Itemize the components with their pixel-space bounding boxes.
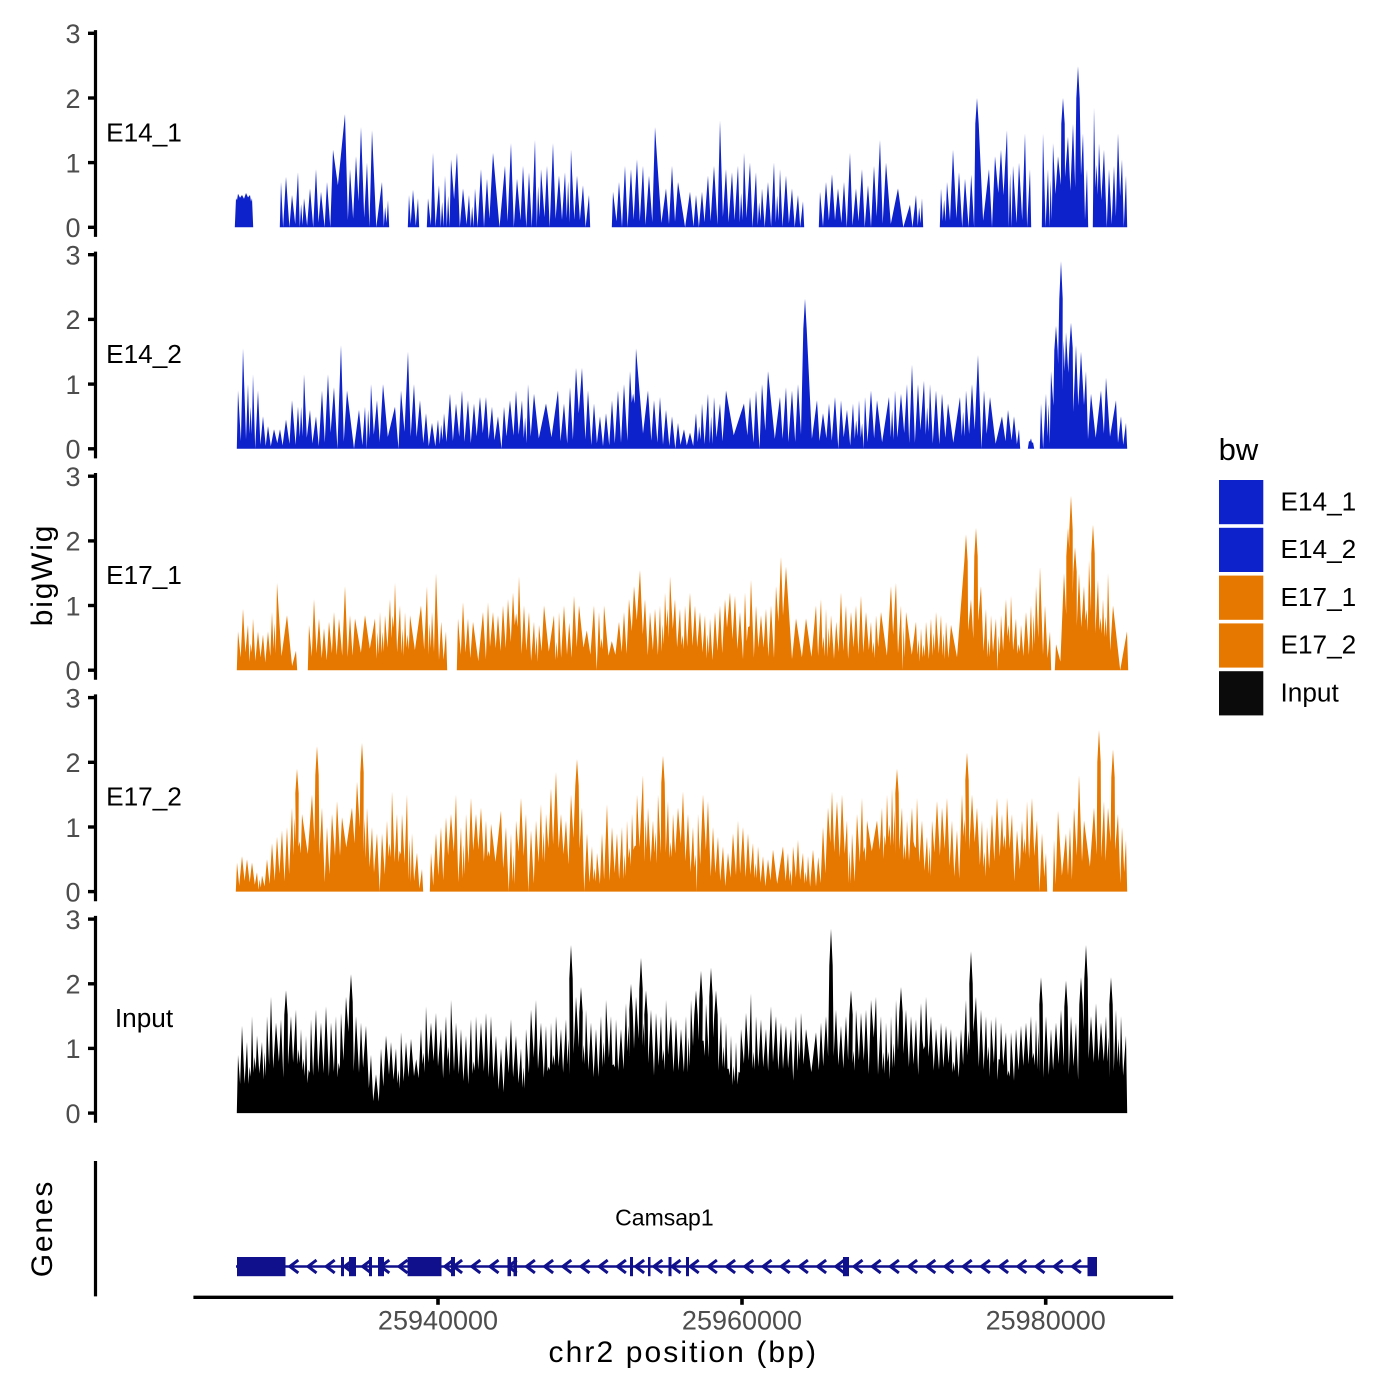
svg-text:25980000: 25980000 — [986, 1305, 1106, 1335]
svg-text:E14_2: E14_2 — [106, 339, 182, 369]
svg-text:3: 3 — [65, 462, 80, 492]
svg-text:Input: Input — [1281, 678, 1340, 708]
svg-text:2: 2 — [65, 527, 80, 557]
svg-text:2: 2 — [65, 970, 80, 1000]
svg-text:E17_2: E17_2 — [106, 782, 182, 812]
svg-text:0: 0 — [65, 877, 80, 907]
svg-text:E14_1: E14_1 — [106, 117, 182, 147]
svg-text:Genes: Genes — [26, 1180, 59, 1277]
svg-text:1: 1 — [65, 813, 80, 843]
svg-text:chr2 position (bp): chr2 position (bp) — [549, 1336, 819, 1369]
svg-text:3: 3 — [65, 241, 80, 271]
svg-text:1: 1 — [65, 591, 80, 621]
svg-text:E17_1: E17_1 — [1281, 582, 1357, 612]
svg-text:1: 1 — [65, 370, 80, 400]
svg-text:2: 2 — [65, 305, 80, 335]
svg-text:3: 3 — [65, 683, 80, 713]
svg-text:0: 0 — [65, 1099, 80, 1129]
svg-text:E17_2: E17_2 — [1281, 630, 1357, 660]
svg-text:3: 3 — [65, 19, 80, 49]
svg-text:E14_1: E14_1 — [1281, 486, 1357, 516]
svg-text:bigWig: bigWig — [26, 524, 59, 627]
svg-text:Input: Input — [115, 1003, 174, 1033]
svg-text:bw: bw — [1219, 432, 1259, 467]
svg-text:1: 1 — [65, 148, 80, 178]
svg-text:0: 0 — [65, 656, 80, 686]
svg-text:0: 0 — [65, 435, 80, 465]
svg-text:E17_1: E17_1 — [106, 560, 182, 590]
svg-text:2: 2 — [65, 748, 80, 778]
svg-text:Camsap1: Camsap1 — [615, 1205, 713, 1231]
svg-text:25960000: 25960000 — [682, 1305, 802, 1335]
svg-text:1: 1 — [65, 1034, 80, 1064]
svg-text:E14_2: E14_2 — [1281, 534, 1357, 564]
svg-text:25940000: 25940000 — [378, 1305, 498, 1335]
svg-text:2: 2 — [65, 84, 80, 114]
svg-text:0: 0 — [65, 213, 80, 243]
svg-text:3: 3 — [65, 905, 80, 935]
